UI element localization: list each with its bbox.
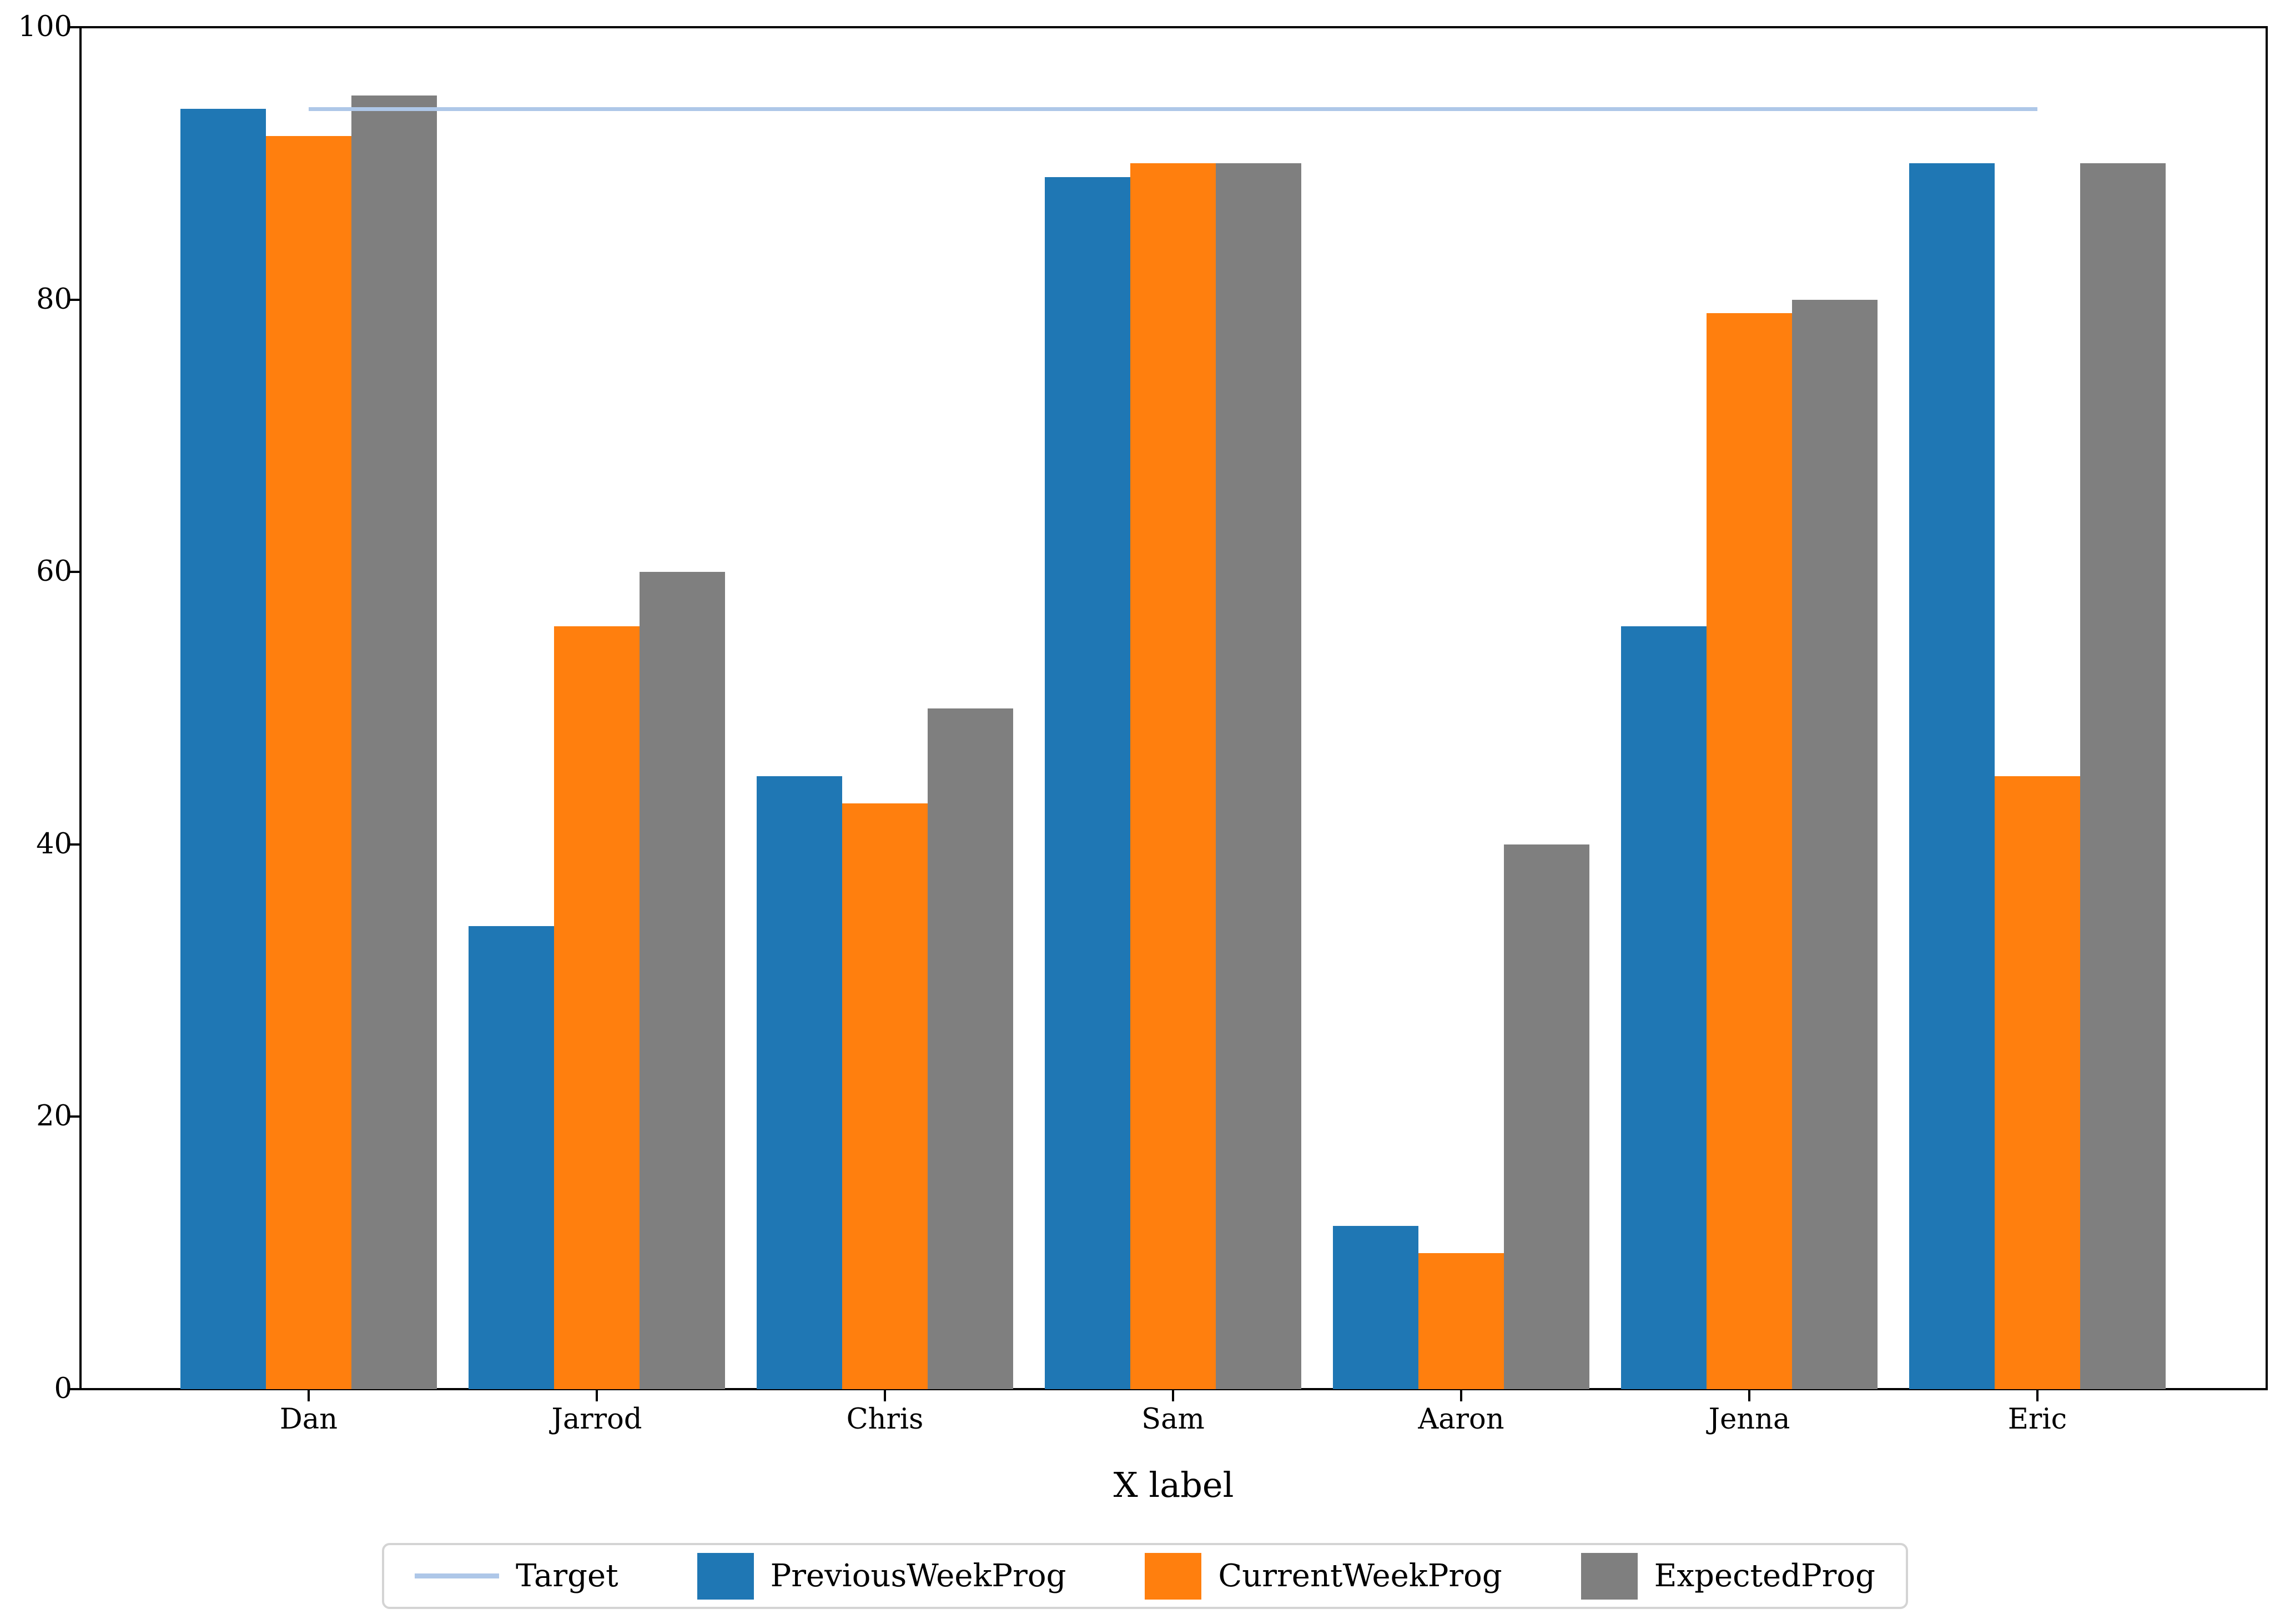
x-tick-label-Sam: Sam: [1141, 1403, 1205, 1436]
bar-ExpectedProg-Aaron: [1504, 844, 1589, 1389]
x-tick-label-Jarrod: Jarrod: [551, 1403, 642, 1436]
x-axis-title: X label: [1113, 1465, 1234, 1505]
bar-PreviousWeekProg-Aaron: [1333, 1225, 1418, 1389]
y-tick-label: 20: [36, 1100, 72, 1133]
y-tick-label: 80: [36, 283, 72, 316]
x-tick-mark: [884, 1390, 886, 1401]
x-tick-mark: [596, 1390, 598, 1401]
x-tick-mark: [2036, 1390, 2039, 1401]
bar-PreviousWeekProg-Sam: [1045, 177, 1130, 1389]
bar-ExpectedProg-Sam: [1216, 163, 1301, 1389]
bar-PreviousWeekProg-Chris: [757, 776, 842, 1389]
bar-PreviousWeekProg-Jenna: [1621, 626, 1707, 1389]
y-tick-mark: [68, 1115, 79, 1118]
y-tick-mark: [68, 1388, 79, 1390]
legend-item-CurrentWeekProg: CurrentWeekProg: [1145, 1552, 1502, 1600]
y-tick-mark: [68, 298, 79, 301]
bar-CurrentWeekProg-Aaron: [1418, 1253, 1504, 1389]
y-tick-mark: [68, 571, 79, 574]
legend-swatch-CurrentWeekProg: [1145, 1552, 1202, 1600]
target-line: [309, 107, 2037, 111]
legend-item-Target: Target: [415, 1558, 618, 1594]
x-tick-mark: [1460, 1390, 1462, 1401]
y-tick-label: 60: [36, 555, 72, 589]
legend-swatch-PreviousWeekProg: [697, 1552, 754, 1600]
y-tick-label: 0: [54, 1372, 72, 1405]
plot-area: [80, 27, 2267, 1389]
legend-label-Target: Target: [516, 1558, 618, 1594]
bar-CurrentWeekProg-Chris: [842, 803, 928, 1389]
legend-item-PreviousWeekProg: PreviousWeekProg: [697, 1552, 1066, 1600]
bar-ExpectedProg-Chris: [928, 708, 1013, 1389]
y-tick-mark: [68, 26, 79, 28]
y-axis-line: [79, 26, 82, 1390]
bar-ExpectedProg-Jarrod: [640, 572, 725, 1389]
legend-label-ExpectedProg: ExpectedProg: [1654, 1558, 1875, 1594]
bar-ExpectedProg-Dan: [351, 95, 437, 1389]
bar-CurrentWeekProg-Jarrod: [554, 626, 640, 1389]
x-tick-mark: [1172, 1390, 1174, 1401]
legend-item-ExpectedProg: ExpectedProg: [1581, 1552, 1875, 1600]
bar-ExpectedProg-Eric: [2080, 163, 2166, 1389]
legend-label-CurrentWeekProg: CurrentWeekProg: [1218, 1558, 1502, 1594]
x-tick-label-Aaron: Aaron: [1418, 1403, 1504, 1436]
x-tick-label-Dan: Dan: [279, 1403, 338, 1436]
bar-PreviousWeekProg-Jarrod: [469, 926, 554, 1389]
bar-PreviousWeekProg-Eric: [1909, 163, 1995, 1389]
right-spine: [2266, 26, 2268, 1390]
bar-CurrentWeekProg-Eric: [1995, 776, 2080, 1389]
x-tick-label-Chris: Chris: [846, 1403, 924, 1436]
y-tick-label: 100: [18, 11, 72, 43]
legend-target-line-swatch: [415, 1573, 499, 1578]
x-tick-label-Jenna: Jenna: [1708, 1403, 1790, 1436]
legend: Target PreviousWeekProg CurrentWeekProg Exp…: [382, 1543, 1908, 1609]
bar-CurrentWeekProg-Jenna: [1707, 313, 1792, 1389]
x-tick-mark: [308, 1390, 310, 1401]
x-tick-mark: [1748, 1390, 1750, 1401]
bar-CurrentWeekProg-Dan: [266, 136, 351, 1389]
legend-swatch-ExpectedProg: [1581, 1552, 1638, 1600]
y-tick-label: 40: [36, 827, 72, 861]
x-tick-label-Eric: Eric: [2007, 1403, 2067, 1436]
bar-ExpectedProg-Jenna: [1792, 299, 1878, 1389]
x-axis-line: [79, 1388, 2268, 1390]
legend-label-PreviousWeekProg: PreviousWeekProg: [770, 1558, 1066, 1594]
bar-CurrentWeekProg-Sam: [1130, 163, 1216, 1389]
bar-PreviousWeekProg-Dan: [180, 109, 266, 1389]
y-tick-mark: [68, 843, 79, 846]
top-spine: [79, 26, 2268, 28]
